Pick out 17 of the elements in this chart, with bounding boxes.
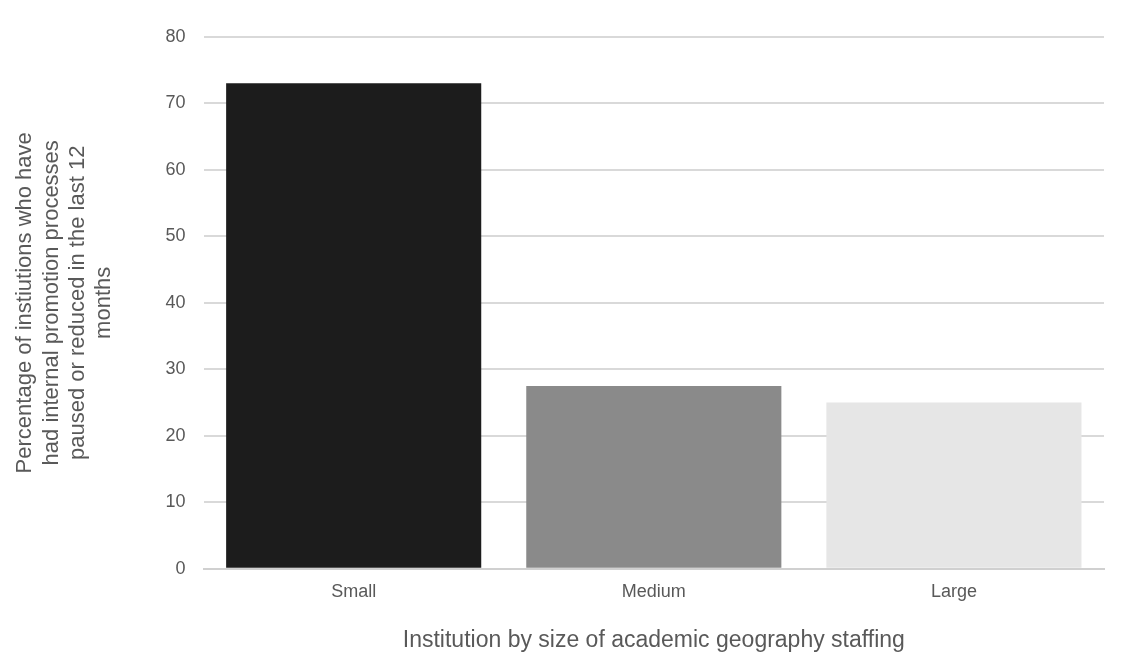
y-axis-title: Percentage of instiutions who have had internal promotion processes paused or reduced in the last 12 months [11,132,116,474]
x-axis-title: Institution by size of academic geography staffing [402,625,905,652]
bar [526,385,782,568]
y-tick-label: 30 [165,358,186,379]
y-tick-label: 40 [165,291,186,312]
bar [226,83,482,568]
y-tick-label: 60 [165,158,186,179]
y-tick-label: 70 [165,92,186,113]
y-tick-label: 0 [175,557,186,578]
y-tick-label: 10 [165,491,186,512]
y-tick-label: 80 [165,25,186,46]
x-tick-label: Large [930,580,977,601]
y-tick-label: 20 [165,424,186,445]
y-tick-label: 50 [165,225,186,246]
bar [826,402,1082,568]
x-tick-label: Medium [621,580,686,601]
x-tick-label: Small [331,580,377,601]
